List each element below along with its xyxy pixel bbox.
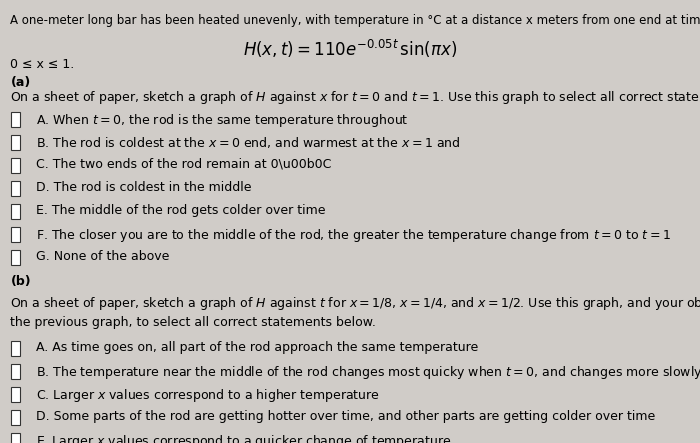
Text: E. Larger $x$ values correspond to a quicker change of temperature: E. Larger $x$ values correspond to a qui… [36, 433, 451, 443]
Text: A one-meter long bar has been heated unevenly, with temperature in °C at a dista: A one-meter long bar has been heated une… [10, 14, 700, 27]
Text: F. The closer you are to the middle of the rod, the greater the temperature chan: F. The closer you are to the middle of t… [36, 227, 671, 244]
Text: $H(x, t) = 110e^{-0.05t}\,\sin(\pi x)$: $H(x, t) = 110e^{-0.05t}\,\sin(\pi x)$ [243, 38, 457, 60]
Text: On a sheet of paper, sketch a graph of $H$ against $x$ for $t = 0$ and $t = 1$. : On a sheet of paper, sketch a graph of $… [10, 89, 700, 105]
Text: A. When $t = 0$, the rod is the same temperature throughout: A. When $t = 0$, the rod is the same tem… [36, 112, 409, 128]
Text: (b): (b) [10, 275, 31, 288]
Text: On a sheet of paper, sketch a graph of $H$ against $t$ for $x = 1/8$, $x = 1/4$,: On a sheet of paper, sketch a graph of $… [10, 295, 700, 311]
Text: D. The rod is coldest in the middle: D. The rod is coldest in the middle [36, 181, 252, 194]
Text: (a): (a) [10, 76, 31, 89]
Text: C. Larger $x$ values correspond to a higher temperature: C. Larger $x$ values correspond to a hig… [36, 387, 381, 404]
Text: the previous graph, to select all correct statements below.: the previous graph, to select all correc… [10, 316, 377, 329]
Text: E. The middle of the rod gets colder over time: E. The middle of the rod gets colder ove… [36, 204, 326, 217]
Text: C. The two ends of the rod remain at 0\u00b0C: C. The two ends of the rod remain at 0\u… [36, 158, 332, 171]
Text: D. Some parts of the rod are getting hotter over time, and other parts are getti: D. Some parts of the rod are getting hot… [36, 410, 656, 423]
Text: B. The rod is coldest at the $x = 0$ end, and warmest at the $x = 1$ and: B. The rod is coldest at the $x = 0$ end… [36, 135, 461, 150]
Text: G. None of the above: G. None of the above [36, 250, 170, 263]
Text: 0 ≤ x ≤ 1.: 0 ≤ x ≤ 1. [10, 58, 75, 71]
Text: B. The temperature near the middle of the rod changes most quicky when $t = 0$, : B. The temperature near the middle of th… [36, 364, 700, 381]
Text: A. As time goes on, all part of the rod approach the same temperature: A. As time goes on, all part of the rod … [36, 341, 479, 354]
